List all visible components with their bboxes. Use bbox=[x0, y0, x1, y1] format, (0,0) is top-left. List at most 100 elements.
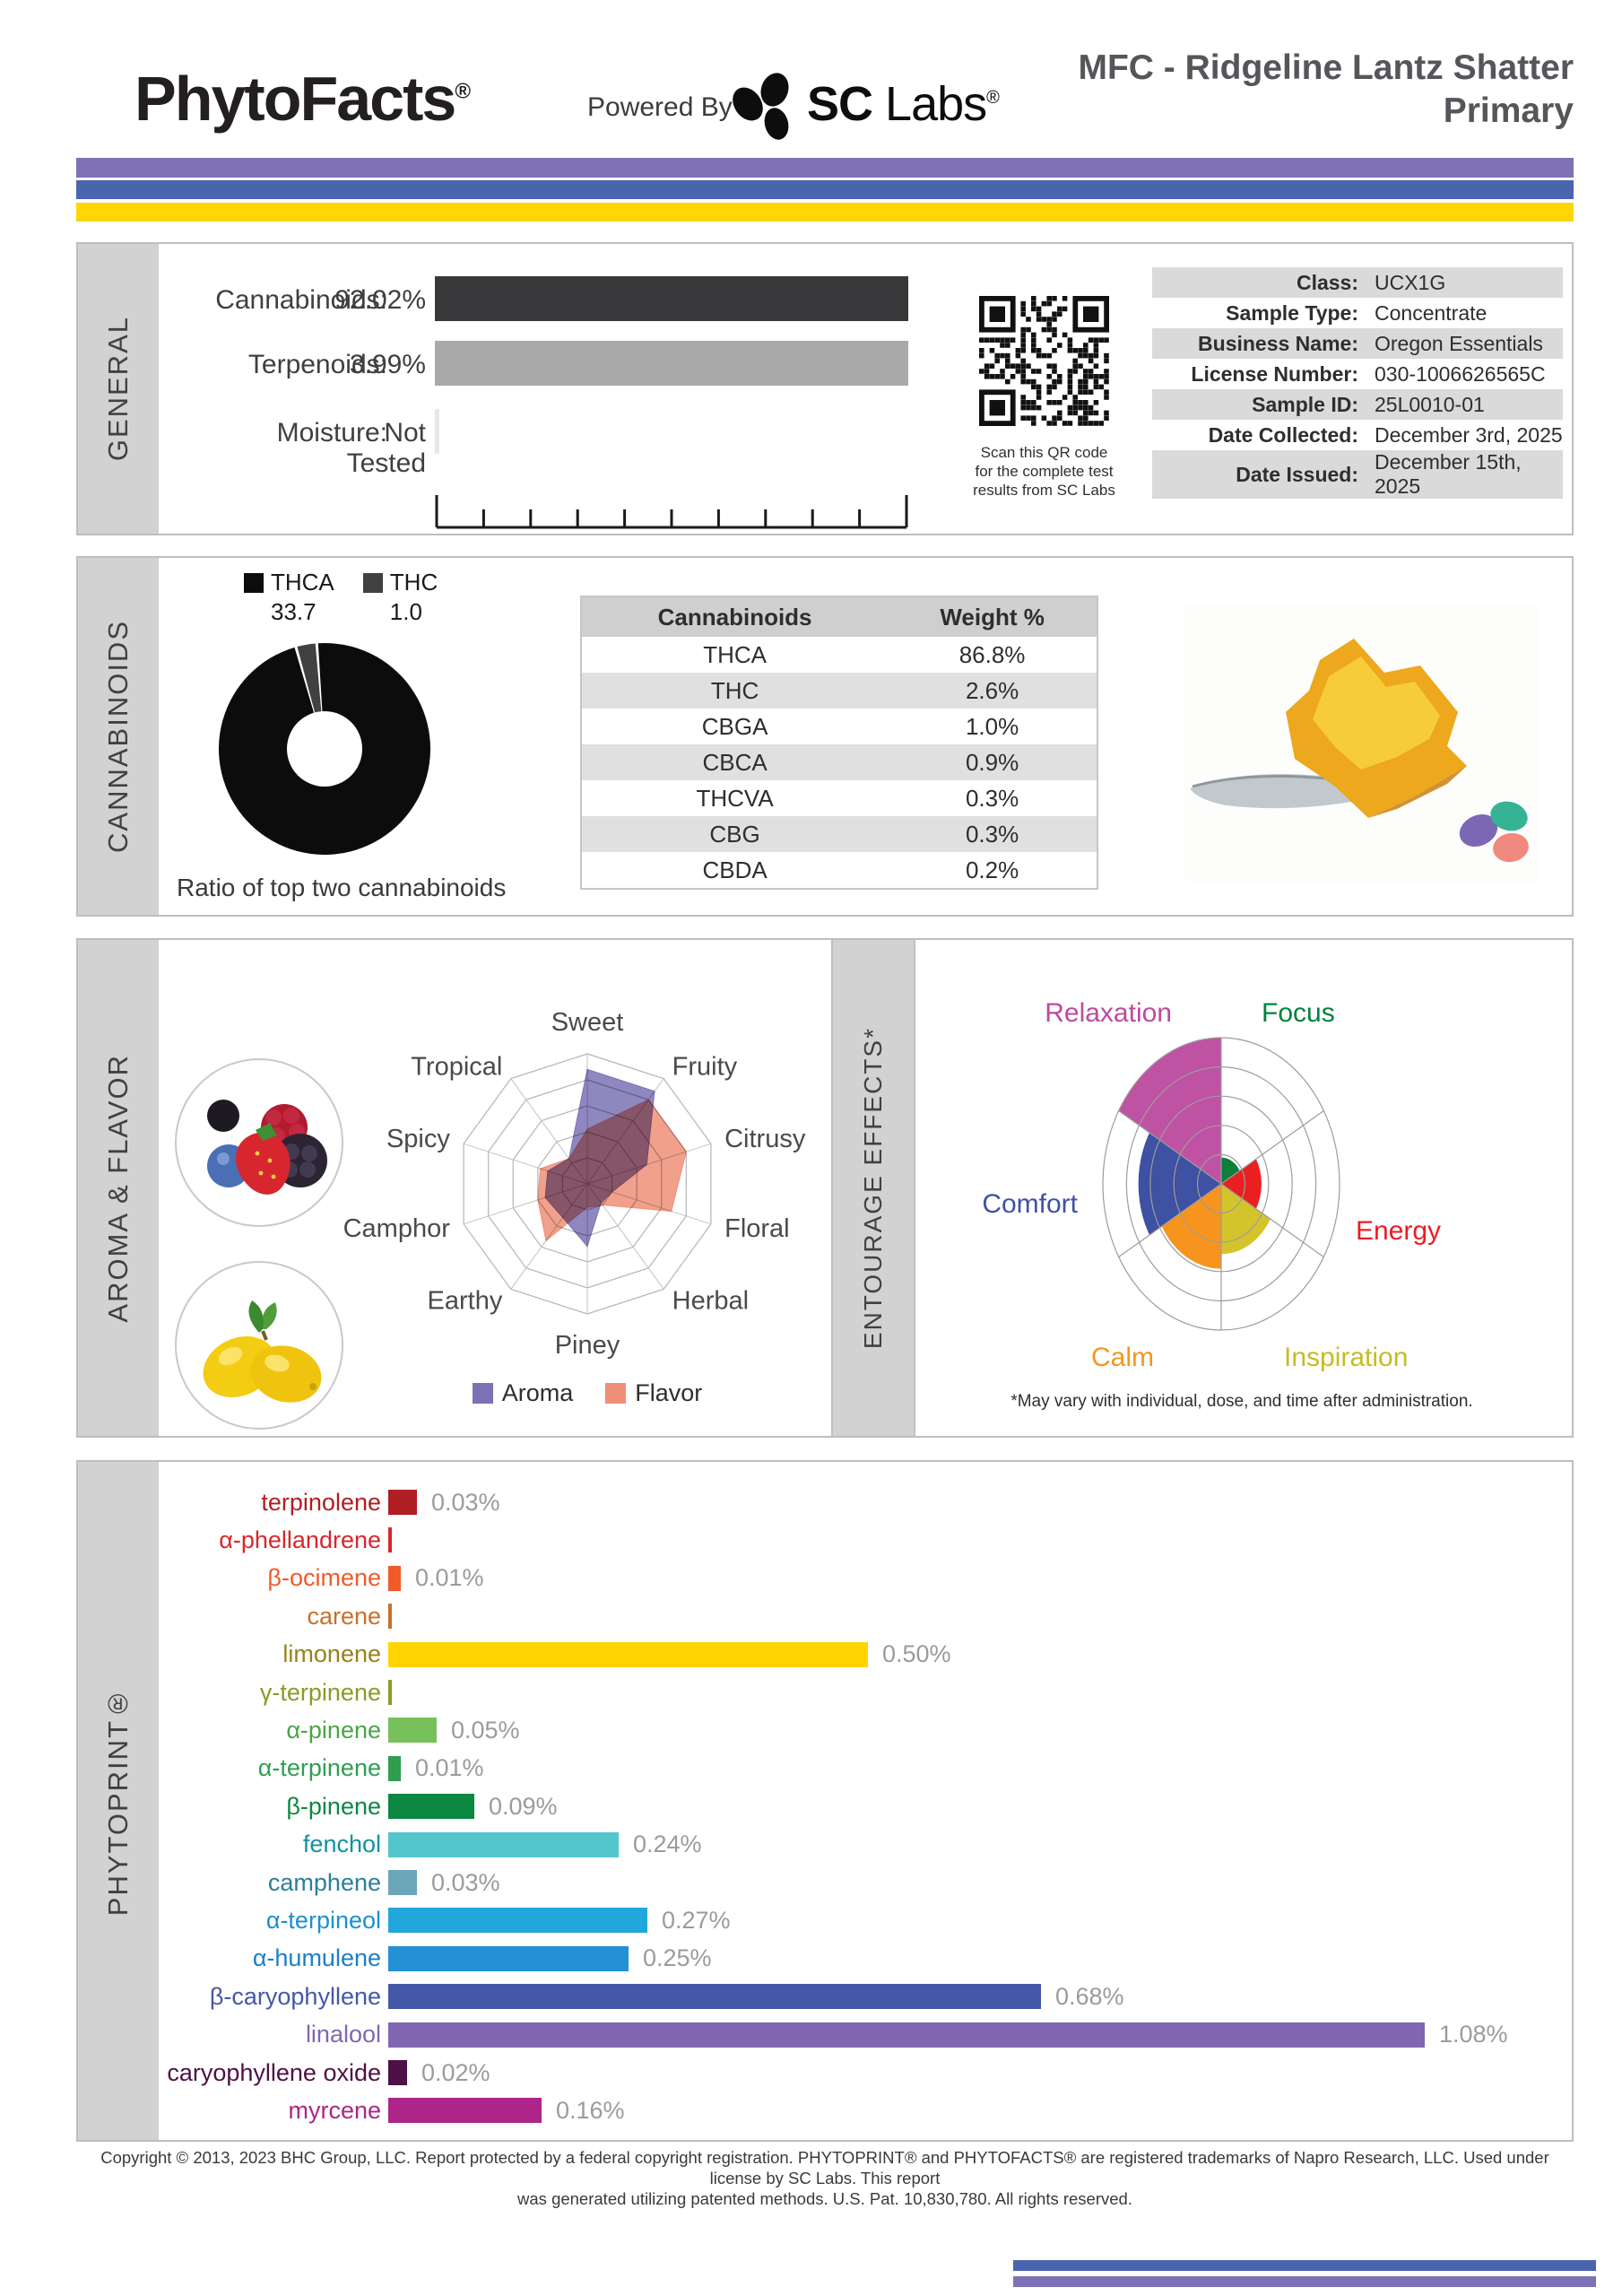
cannabinoid-cell: CBCA bbox=[702, 748, 768, 776]
terpene-row: α-terpineol 0.27% bbox=[157, 1901, 1565, 1939]
info-label: Date Issued: bbox=[1236, 462, 1358, 486]
terpene-bar bbox=[388, 1945, 629, 1971]
terpene-name: γ-terpinene bbox=[259, 1678, 381, 1706]
qr-caption-line: results from SC Labs bbox=[973, 482, 1115, 499]
entourage-sector-calm bbox=[1161, 1184, 1221, 1269]
terpene-bar bbox=[388, 1831, 619, 1857]
cannabinoid-row: CBDA 0.2% bbox=[581, 852, 1097, 889]
radar-chart: Sweet Fruity Citrusy Floral Herbal Piney Earth… bbox=[343, 1008, 806, 1360]
donut-caption: Ratio of top two cannabinoids bbox=[177, 874, 507, 901]
cannabinoids-section-strip: CANNABINOIDS bbox=[78, 558, 159, 915]
aroma-section-title: AROMA & FLAVOR bbox=[102, 1053, 134, 1323]
info-label: Date Collected: bbox=[1208, 422, 1358, 447]
info-row: License Number: 030-1006626565C bbox=[1152, 359, 1563, 389]
terpene-value: 0.27% bbox=[662, 1906, 731, 1934]
general-row-value: Not Tested bbox=[346, 418, 426, 478]
entourage-label-calm: Calm bbox=[1091, 1343, 1154, 1372]
cannabinoid-row: CBGA 1.0% bbox=[581, 709, 1097, 744]
report-title: MFC - Ridgeline Lantz Shatter Primary bbox=[946, 47, 1574, 133]
footer-stripe-blue bbox=[1013, 2260, 1596, 2271]
entourage-footnote: *May vary with individual, dose, and tim… bbox=[1010, 1392, 1473, 1411]
terpene-value: 0.24% bbox=[633, 1831, 702, 1858]
entourage-sector-inspiration bbox=[1221, 1184, 1271, 1255]
footer-line2: was generated utilizing patented methods… bbox=[517, 2189, 1132, 2208]
entourage-label-comfort: Comfort bbox=[982, 1189, 1078, 1219]
cannabinoid-row: THC 2.6% bbox=[581, 673, 1097, 709]
header-stripe-blue bbox=[76, 180, 1574, 199]
terpene-name: myrcene bbox=[288, 2096, 381, 2124]
terpene-value: 0.16% bbox=[556, 2096, 625, 2124]
terpene-value: 0.03% bbox=[431, 1868, 500, 1896]
copyright-footer: Copyright © 2013, 2023 BHC Group, LLC. R… bbox=[76, 2147, 1574, 2209]
radar-axis-label: Herbal bbox=[672, 1286, 749, 1315]
radar-legend: Aroma Flavor bbox=[408, 1379, 767, 1407]
general-row-label: Moisture: bbox=[276, 418, 387, 448]
terpene-value: 0.02% bbox=[421, 2058, 490, 2086]
entourage-section-title: ENTOURAGE EFFECTS* bbox=[859, 1026, 887, 1350]
entourage-label-inspiration: Inspiration bbox=[1284, 1343, 1408, 1372]
terpene-row: caryophyllene oxide 0.02% bbox=[157, 2054, 1565, 2092]
terpene-name: β-caryophyllene bbox=[209, 1982, 381, 2010]
terpene-value: 1.08% bbox=[1439, 2021, 1508, 2048]
terpene-value: 0.01% bbox=[415, 1564, 484, 1592]
donut-legend-item: THCA 33.7 bbox=[244, 569, 334, 626]
sc-text: SC bbox=[807, 77, 873, 131]
donut-legend-item: THC 1.0 bbox=[362, 569, 438, 626]
cannabinoid-table: Cannabinoids Weight % THCA 86.8% THC 2.6% CBGA… bbox=[580, 596, 1098, 890]
terpene-value: 0.01% bbox=[415, 1754, 484, 1782]
info-label: Business Name: bbox=[1198, 331, 1358, 355]
qr-code bbox=[979, 296, 1109, 426]
cannabinoid-row: THCA 86.8% bbox=[581, 637, 1097, 673]
terpene-bar bbox=[388, 1490, 417, 1515]
petals-icon bbox=[1459, 801, 1529, 863]
cannabinoid-cell: CBDA bbox=[702, 856, 768, 883]
info-value: 030-1006626565C bbox=[1375, 361, 1546, 386]
cannabinoid-row: CBCA 0.9% bbox=[581, 744, 1097, 780]
info-label: Class: bbox=[1296, 270, 1358, 294]
terpene-row: β-caryophyllene 0.68% bbox=[157, 1978, 1565, 2015]
terpene-value: 0.05% bbox=[451, 1716, 520, 1744]
radar-legend-swatch bbox=[605, 1383, 627, 1404]
cannabinoid-cell: 1.0% bbox=[965, 712, 1019, 740]
lemons-photo bbox=[175, 1261, 343, 1430]
radar-series-flavor bbox=[537, 1099, 687, 1242]
terpene-row: α-pinene 0.05% bbox=[157, 1711, 1565, 1749]
donut-chart bbox=[218, 643, 430, 855]
report-type: Primary bbox=[1443, 91, 1574, 130]
radar-legend-item: Flavor bbox=[605, 1379, 702, 1407]
cannabinoid-cell: THCVA bbox=[696, 784, 774, 812]
terpene-name: camphene bbox=[267, 1868, 381, 1896]
entourage-label-relaxation: Relaxation bbox=[1045, 998, 1172, 1028]
footer-stripe-purple bbox=[1013, 2276, 1596, 2287]
info-row: Class: UCX1G bbox=[1152, 267, 1563, 298]
info-row: Date Collected: December 3rd, 2025 bbox=[1152, 420, 1563, 450]
donut-legend-name: THCA bbox=[271, 569, 334, 596]
donut-legend-swatch bbox=[244, 572, 264, 593]
cannabinoid-cell: 86.8% bbox=[958, 640, 1026, 668]
cannabinoid-cell: 0.2% bbox=[965, 856, 1019, 883]
radar-axis-label: Piney bbox=[555, 1331, 620, 1360]
general-row-value: 3.99% bbox=[349, 350, 426, 379]
terpene-name: β-pinene bbox=[286, 1792, 381, 1820]
terpene-row: fenchol 0.24% bbox=[157, 1826, 1565, 1864]
cannabinoid-table-header: Weight % bbox=[888, 596, 1097, 637]
donut-legend-value: 33.7 bbox=[271, 598, 317, 625]
radar-axis-label: Tropical bbox=[411, 1053, 502, 1082]
general-section-strip: GENERAL bbox=[78, 244, 159, 534]
info-value: December 15th, 2025 bbox=[1375, 450, 1522, 498]
terpene-row: γ-terpinene bbox=[157, 1674, 1565, 1711]
terpene-bar bbox=[388, 1718, 437, 1744]
terpene-name: carene bbox=[307, 1602, 381, 1630]
cannabinoids-section-title: CANNABINOIDS bbox=[102, 620, 134, 853]
cannabinoid-cell: 0.9% bbox=[965, 748, 1019, 776]
donut-legend-name: THC bbox=[389, 569, 438, 596]
phytoprint-section-title: PHYTOPRINT® bbox=[102, 1685, 134, 1917]
brand-registered-mark: ® bbox=[455, 79, 471, 104]
info-row: Business Name: Oregon Essentials bbox=[1152, 328, 1563, 359]
terpene-name: α-phellandrene bbox=[219, 1526, 381, 1553]
terpene-bar bbox=[388, 1870, 417, 1895]
info-value: Oregon Essentials bbox=[1375, 331, 1543, 355]
radar-axis-label: Camphor bbox=[343, 1214, 451, 1243]
ruler-scale bbox=[435, 495, 908, 529]
